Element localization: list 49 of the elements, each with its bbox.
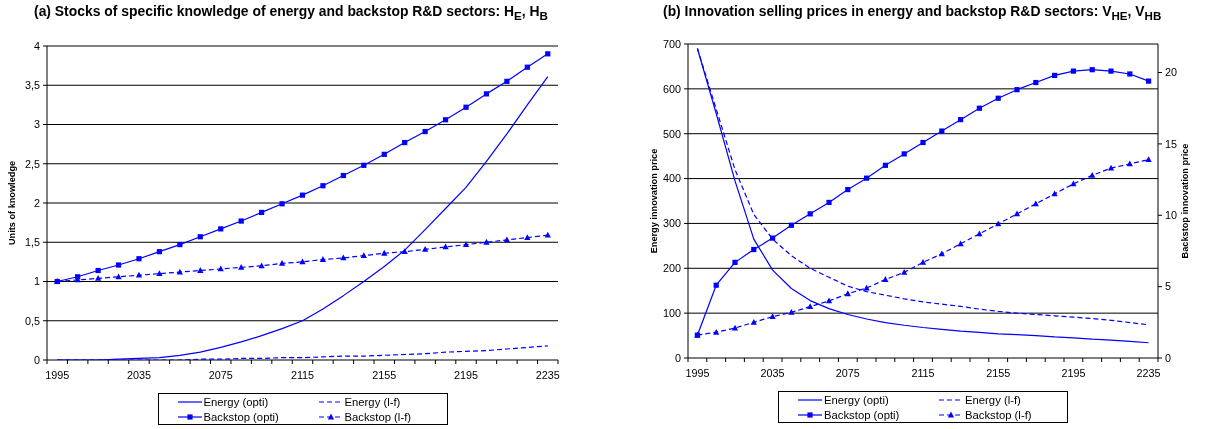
y-tick-label: 400 <box>662 172 681 185</box>
x-tick-label: 1995 <box>45 369 70 381</box>
y2-tick-label: 0 <box>1165 351 1172 364</box>
y-tick-label: 3,5 <box>24 79 40 92</box>
legend-label: Energy (opti) <box>824 393 889 406</box>
y-tick-label: 4 <box>33 39 40 52</box>
y-tick-label: 700 <box>662 37 681 50</box>
y2-tick-label: 20 <box>1165 66 1178 79</box>
x-tick-label: 2115 <box>290 369 315 381</box>
y-tick-label: 200 <box>662 262 681 275</box>
legend-label: Energy (l-f) <box>344 395 401 408</box>
y-axis-title: Energy innovation price <box>649 148 659 254</box>
legend-label: Backstop (l-f) <box>965 408 1032 421</box>
x-tick-label: 2035 <box>126 369 151 381</box>
x-tick-label: 2075 <box>208 369 233 381</box>
chart-title: (a) Stocks of specific knowledge of energy and backstop R&D sectors: H$_{E}$, H$_{B}$ <box>34 3 548 24</box>
legend-label: Backstop (l-f) <box>344 410 412 423</box>
legend-label: Backstop (opti) <box>203 410 279 423</box>
y-axis-title: Units of knowledge <box>7 160 17 246</box>
y2-tick-label: 15 <box>1165 137 1178 150</box>
chart-title: (b) Innovation selling prices in energy and backstop R&D sectors: V$_{HE}$, V$_{HB}$ <box>663 3 1162 24</box>
x-tick-label: 2235 <box>1136 367 1161 379</box>
legend-label: Energy (l-f) <box>965 393 1021 406</box>
y-tick-label: 1,5 <box>24 236 40 249</box>
y-tick-label: 0 <box>33 353 40 366</box>
x-tick-label: 2035 <box>760 367 785 379</box>
x-tick-label: 2075 <box>835 367 860 379</box>
legend-label: Backstop (opti) <box>824 408 900 421</box>
y-tick-label: 1 <box>33 275 40 288</box>
y-tick-label: 300 <box>662 217 681 230</box>
y-tick-label: 2 <box>33 196 40 209</box>
y-tick-label: 2,5 <box>24 157 40 170</box>
x-tick-label: 2115 <box>911 367 935 379</box>
y2-axis-title: Backstop innovation price <box>1180 143 1190 259</box>
y-tick-label: 3 <box>33 118 40 131</box>
x-tick-label: 2155 <box>372 369 397 381</box>
x-tick-label: 2155 <box>986 367 1011 379</box>
y-tick-label: 600 <box>662 82 681 95</box>
x-tick-label: 2195 <box>454 369 479 381</box>
x-tick-label: 1995 <box>685 367 710 379</box>
y-tick-label: 100 <box>662 306 681 319</box>
y-tick-label: 500 <box>662 127 681 140</box>
y-tick-label: 0 <box>674 351 681 364</box>
x-tick-label: 2195 <box>1061 367 1086 379</box>
x-tick-label: 2235 <box>535 369 560 381</box>
y2-tick-label: 10 <box>1165 209 1178 222</box>
y-tick-label: 0,5 <box>24 314 40 327</box>
y2-tick-label: 5 <box>1165 280 1172 293</box>
legend-label: Energy (opti) <box>203 395 269 408</box>
